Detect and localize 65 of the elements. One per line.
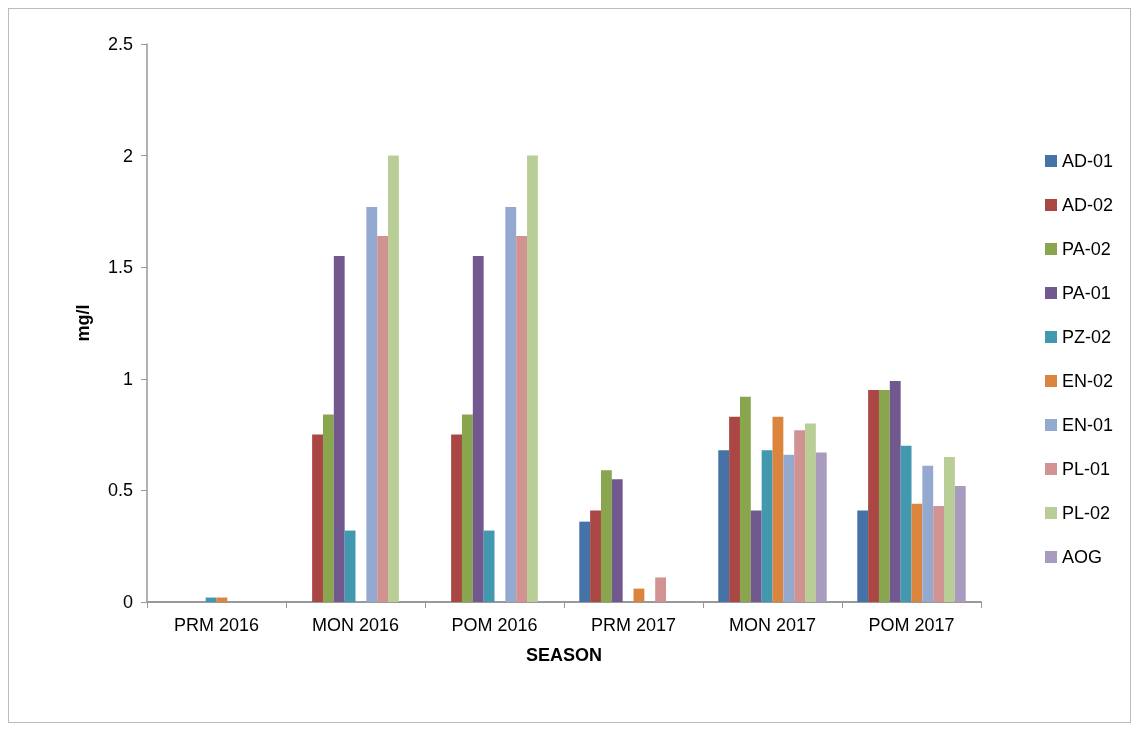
bar bbox=[333, 256, 345, 602]
bar bbox=[633, 588, 645, 602]
bar bbox=[761, 450, 773, 602]
bar bbox=[878, 389, 890, 602]
bar bbox=[590, 510, 601, 602]
bar bbox=[461, 414, 473, 602]
legend-label: AD-02 bbox=[1061, 195, 1114, 215]
x-tick-label: PRM 2017 bbox=[590, 615, 677, 635]
bar bbox=[483, 530, 495, 602]
bar bbox=[505, 206, 517, 602]
bar bbox=[205, 597, 217, 602]
bar bbox=[377, 235, 389, 602]
bar bbox=[718, 450, 730, 602]
legend-label: PA-01 bbox=[1061, 283, 1111, 303]
bar bbox=[611, 479, 623, 602]
bar bbox=[933, 506, 945, 602]
bar bbox=[911, 503, 923, 602]
bar bbox=[889, 381, 901, 602]
legend-label: AOG bbox=[1061, 547, 1102, 567]
bar bbox=[312, 434, 323, 602]
bar bbox=[472, 256, 484, 602]
bar bbox=[900, 445, 912, 602]
bar bbox=[344, 530, 356, 602]
y-axis-title: mg/l bbox=[73, 304, 93, 342]
x-tick-label: PRM 2016 bbox=[173, 615, 260, 635]
y-tick-label: 0 bbox=[122, 592, 133, 612]
bar bbox=[451, 434, 462, 602]
x-axis-title: SEASON bbox=[525, 645, 603, 665]
x-tick-label: MON 2016 bbox=[311, 615, 400, 635]
y-tick-label: 1.5 bbox=[107, 257, 133, 278]
legend-label: EN-01 bbox=[1061, 415, 1114, 435]
bar bbox=[922, 465, 934, 602]
legend-label: EN-02 bbox=[1061, 371, 1114, 391]
bar bbox=[516, 235, 528, 602]
legend-label: PA-02 bbox=[1061, 239, 1111, 259]
bar bbox=[579, 521, 591, 602]
bar bbox=[739, 396, 751, 602]
bar bbox=[783, 454, 795, 602]
bar bbox=[322, 414, 334, 602]
y-tick-label: 2 bbox=[122, 145, 133, 166]
legend-label: PL-01 bbox=[1061, 459, 1111, 479]
bar bbox=[366, 206, 378, 602]
bar bbox=[729, 416, 740, 602]
bar bbox=[750, 510, 762, 602]
bar bbox=[600, 470, 612, 602]
bar bbox=[655, 577, 667, 602]
x-tick-label: POM 2017 bbox=[868, 615, 955, 635]
y-tick-label: 1 bbox=[122, 368, 133, 389]
bar bbox=[954, 485, 966, 602]
bar bbox=[772, 416, 784, 602]
bar bbox=[388, 155, 399, 602]
bar bbox=[794, 430, 806, 602]
x-tick-label: MON 2017 bbox=[728, 615, 817, 635]
bar bbox=[857, 510, 869, 602]
bar bbox=[944, 456, 955, 602]
legend-label: PZ-02 bbox=[1061, 327, 1112, 347]
bar bbox=[815, 452, 827, 602]
bar bbox=[805, 423, 816, 602]
legend-label: PL-02 bbox=[1061, 503, 1111, 523]
bar bbox=[527, 155, 538, 602]
x-tick-label: POM 2016 bbox=[451, 615, 538, 635]
bar bbox=[868, 389, 879, 602]
y-tick-label: 2.5 bbox=[107, 34, 133, 54]
legend-label: AD-01 bbox=[1061, 151, 1114, 171]
y-tick-label: 0.5 bbox=[107, 480, 133, 501]
